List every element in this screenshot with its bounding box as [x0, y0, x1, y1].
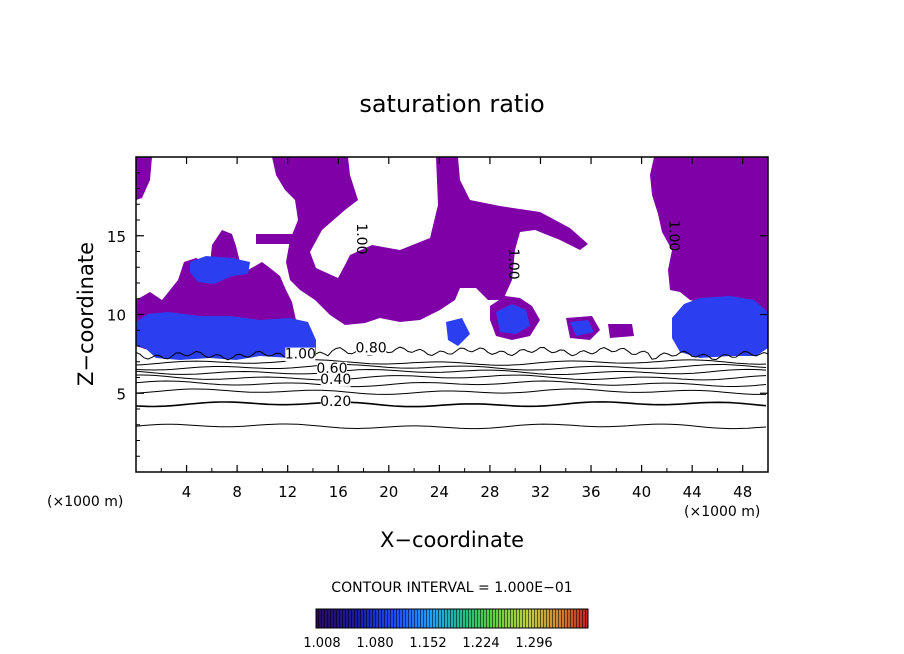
x-unit-left: (×1000 m)	[47, 494, 123, 510]
contour-label-bg	[285, 347, 316, 362]
blue-region-left	[136, 312, 316, 360]
x-tick-label: 36	[581, 483, 600, 501]
x-tick-label: 44	[683, 483, 702, 501]
x-tick-label: 40	[632, 483, 651, 501]
x-tick-label: 16	[329, 483, 348, 501]
x-unit-right: (×1000 m)	[684, 504, 760, 520]
colorbar-tick-label: 1.224	[462, 636, 499, 651]
y-axis-ticks: 5 10 15	[107, 172, 768, 457]
blue-region-small2	[446, 318, 470, 346]
colorbar	[315, 608, 589, 629]
purple-region-right-top	[650, 157, 768, 330]
blue-region-right	[672, 296, 768, 358]
x-tick-label: 4	[182, 483, 192, 501]
contour-label: 0.80	[356, 340, 387, 356]
y-tick-label: 5	[116, 385, 126, 403]
colorbar-tick-label: 1.008	[303, 636, 340, 651]
colorbar-tick-labels: 1.008 1.080 1.152 1.224 1.296	[303, 636, 552, 651]
y-tick-label: 10	[107, 307, 126, 325]
blue-region-left-upper	[190, 256, 250, 284]
contour-label-bg	[320, 394, 351, 409]
contour-line	[136, 401, 767, 408]
colorbar-tick-label: 1.296	[515, 636, 552, 651]
purple-region-left-top	[136, 157, 152, 200]
contour-label: 1.00	[285, 347, 316, 363]
blue-region-mid	[496, 304, 530, 334]
x-tick-label: 28	[480, 483, 499, 501]
contour-line	[136, 368, 767, 375]
purple-region-small-blob	[256, 234, 294, 244]
x-axis-ticks: 4 8 12 16 20 24 28 32 36 40 44 48	[160, 157, 752, 501]
contour-labels: 1.00 1.00 1.00 1.00 0.80 0.600.40 0.20	[285, 220, 682, 410]
x-tick-label: 24	[430, 483, 449, 501]
purple-region-small-right2	[608, 324, 634, 338]
x-tick-label: 12	[278, 483, 297, 501]
contour-label: 0.20	[320, 394, 351, 410]
contour-line	[136, 423, 767, 430]
contour-line	[136, 346, 768, 361]
colorbar-tick-label: 1.080	[356, 636, 393, 651]
blue-region-small	[570, 320, 594, 336]
colorbar-tick-label: 1.152	[409, 636, 446, 651]
x-tick-label: 48	[733, 483, 752, 501]
contour-label: 0.60	[316, 361, 347, 377]
y-axis-title: Z−coordinate	[74, 242, 98, 386]
contour-label-bg	[320, 372, 351, 387]
contour-line	[136, 359, 767, 366]
colorbar-frame	[315, 608, 589, 629]
contour-interval-text: CONTOUR INTERVAL = 1.000E−01	[331, 580, 572, 596]
x-axis-title: X−coordinate	[380, 528, 524, 552]
contour-label: 1.00	[665, 220, 681, 251]
purple-region-center-top	[272, 157, 588, 325]
contour-lines	[136, 346, 768, 430]
y-tick-label: 15	[107, 228, 126, 246]
x-tick-label: 32	[531, 483, 550, 501]
contour-label: 1.00	[505, 249, 521, 280]
contour-label: 1.00	[353, 223, 369, 254]
x-tick-label: 20	[379, 483, 398, 501]
contour-line	[136, 388, 766, 395]
contour-label-bg	[316, 361, 347, 376]
contour-line	[136, 380, 767, 388]
contour-label: 0.40	[320, 372, 351, 388]
colorbar-stripes	[316, 609, 588, 628]
contour-label-bg	[356, 341, 387, 356]
contour-line	[136, 374, 767, 381]
chart-title: saturation ratio	[359, 90, 544, 118]
x-tick-label: 8	[232, 483, 242, 501]
contour-line	[136, 364, 767, 371]
saturation-fill-regions	[136, 157, 768, 360]
